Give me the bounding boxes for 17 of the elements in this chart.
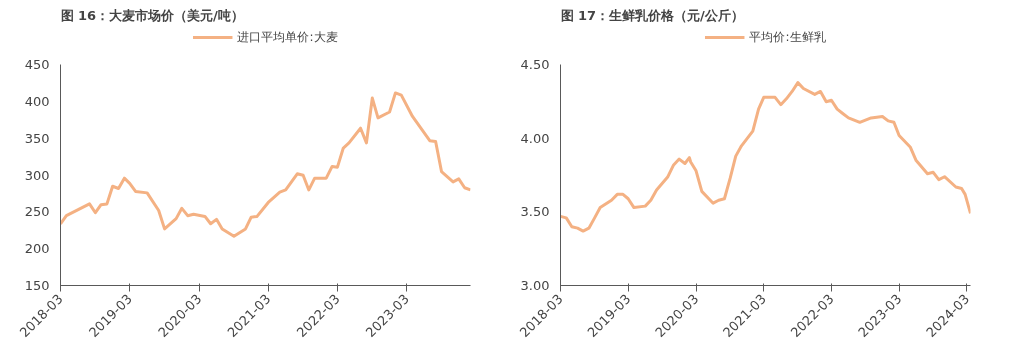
legend-label: 进口平均单价:大麦 xyxy=(237,28,338,46)
y-tick-label: 4.50 xyxy=(520,57,550,73)
line-series xyxy=(60,91,471,238)
legend-label: 平均价:生鲜乳 xyxy=(749,28,826,46)
y-tick-label: 3.00 xyxy=(520,278,550,293)
y-tick-label: 3.50 xyxy=(520,204,550,220)
y-tick-label: 200 xyxy=(24,241,50,257)
y-tick-label: 450 xyxy=(24,57,50,73)
y-tick-label: 300 xyxy=(24,167,50,183)
y-tick-label: 4.00 xyxy=(520,130,550,146)
chart-title: 图 17：生鲜乳价格（元/公斤） xyxy=(560,7,744,23)
y-tick-label: 150 xyxy=(24,278,50,293)
line-series xyxy=(560,81,971,233)
y-tick-label: 350 xyxy=(24,130,50,146)
y-tick-label: 400 xyxy=(24,94,50,110)
chart-title: 图 16：大麦市场价（美元/吨） xyxy=(60,7,244,23)
y-tick-label: 250 xyxy=(24,204,50,220)
